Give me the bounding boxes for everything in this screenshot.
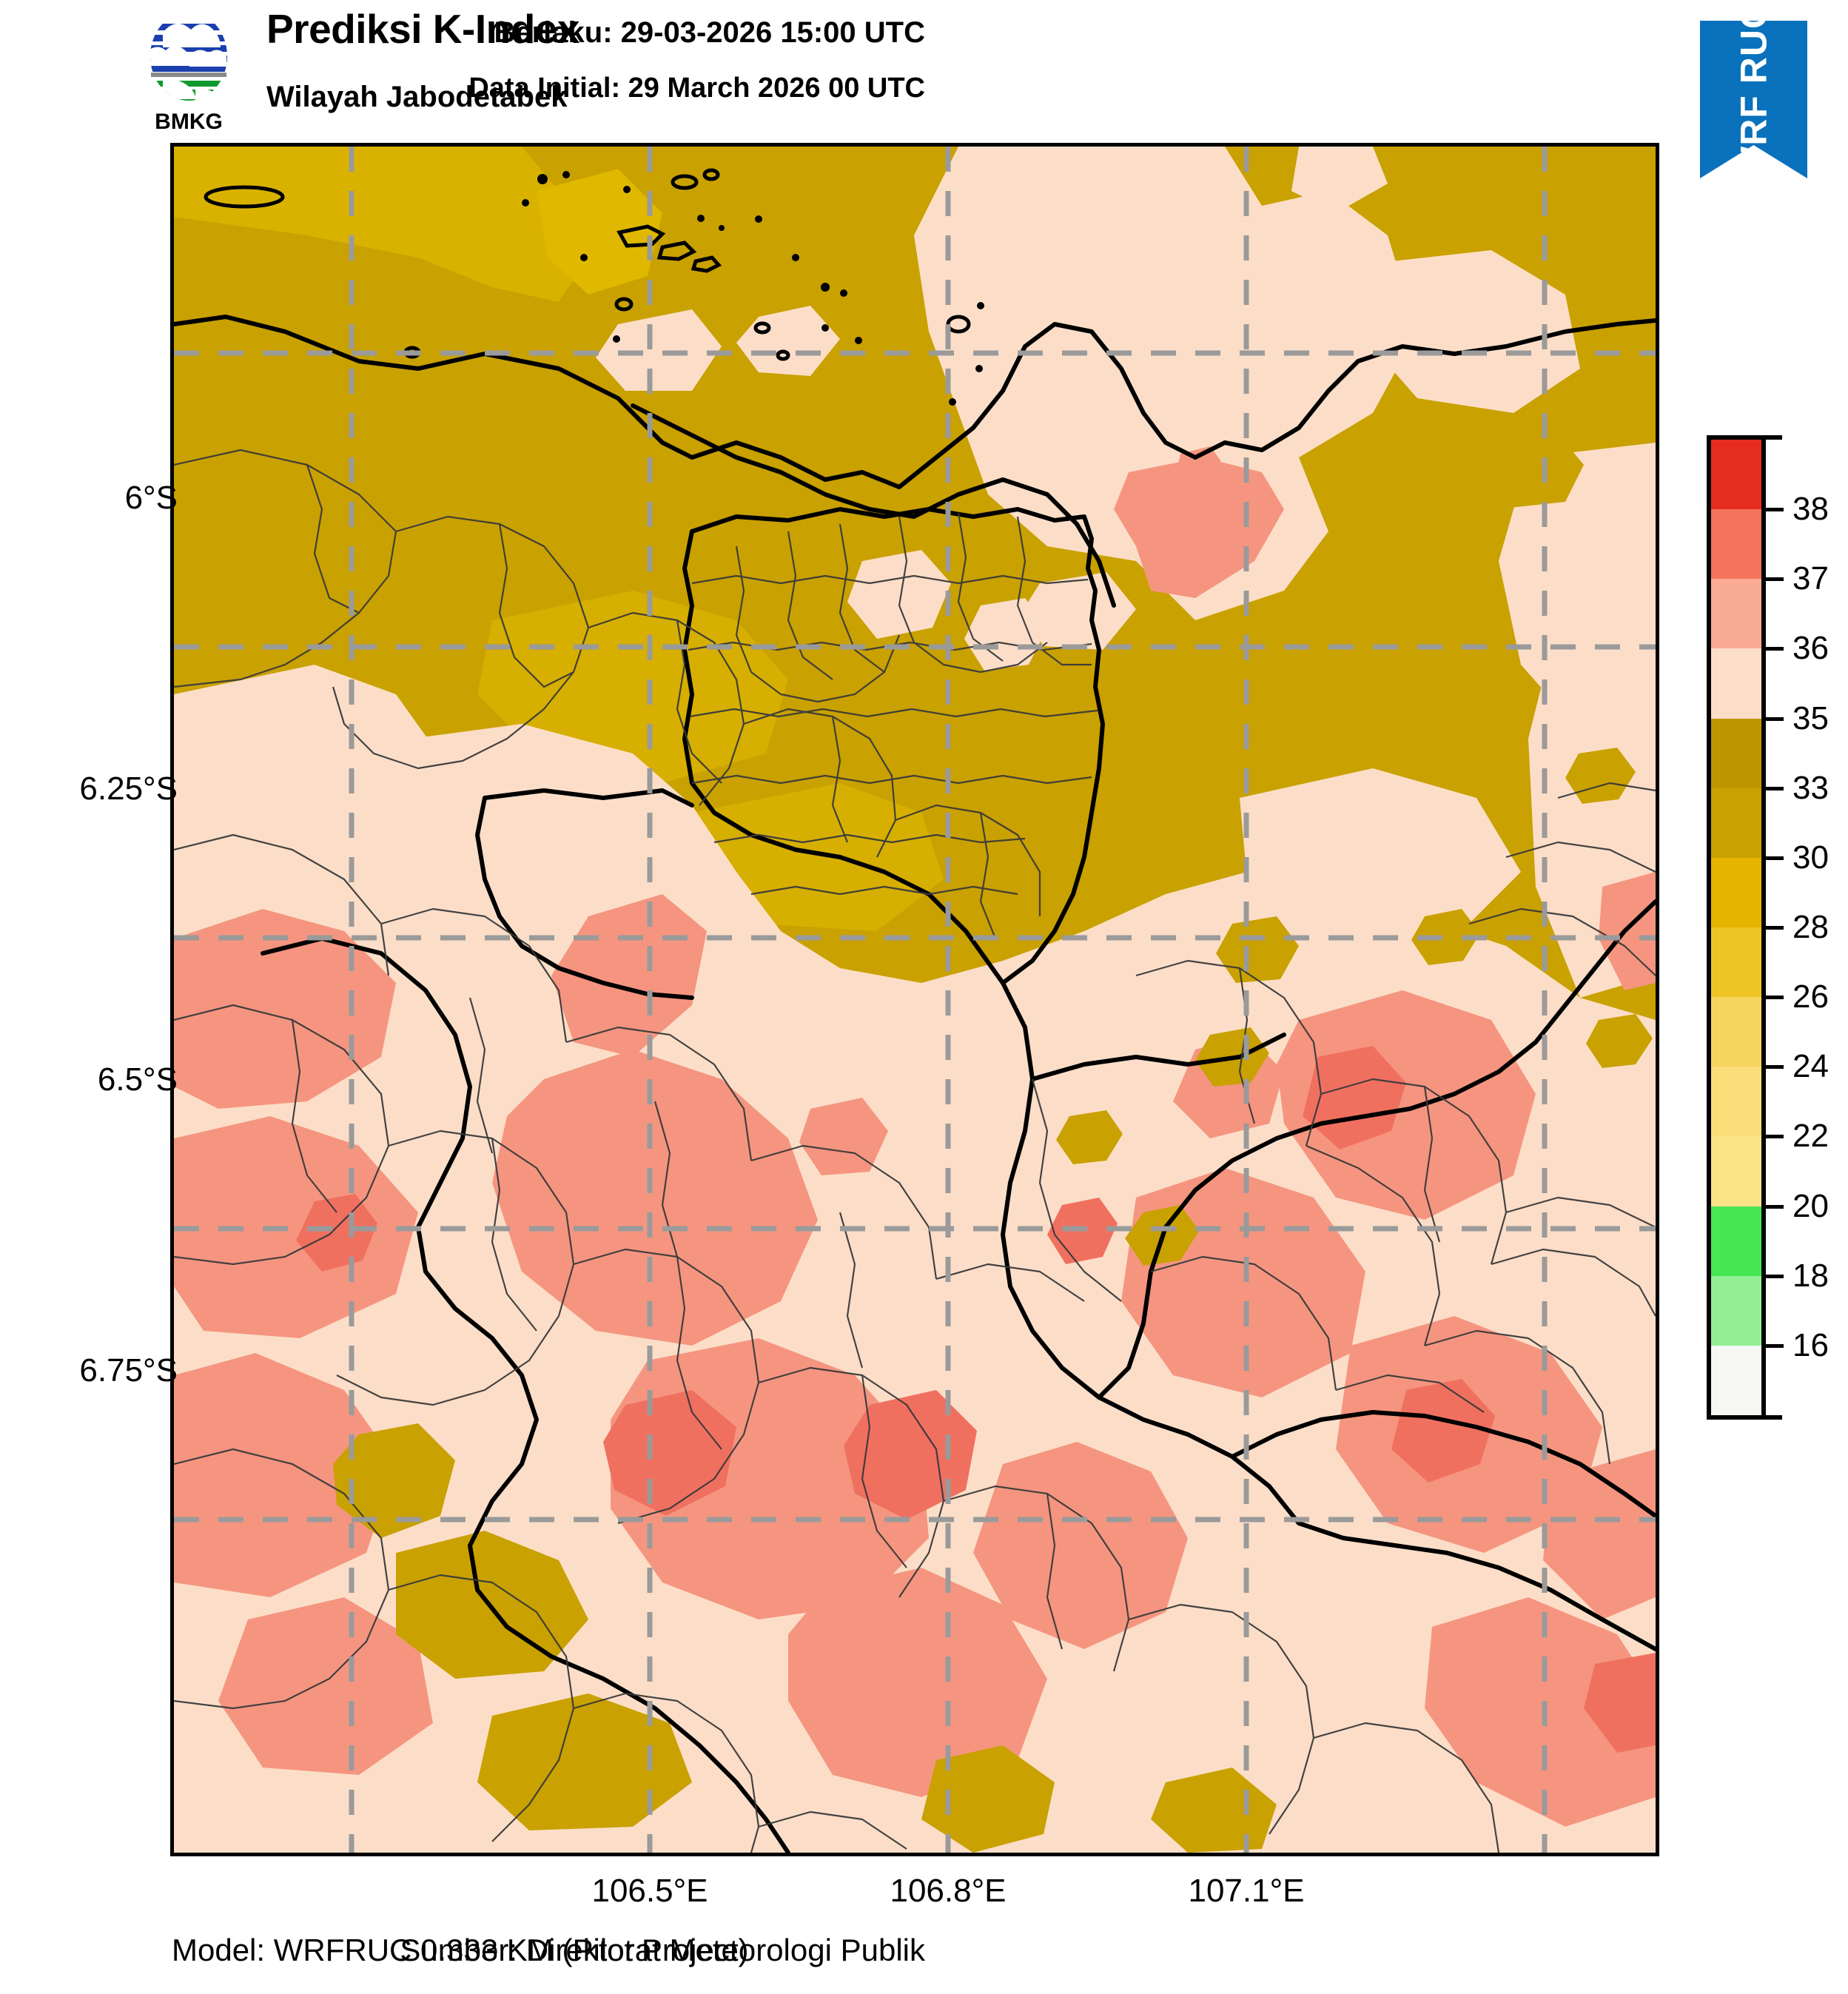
initial-time-label: Data Initial: 29 March 2026 00 UTC [468, 73, 925, 104]
ytick-label-6s: 6°S [124, 480, 178, 516]
colorbar-tick-label: 18 [1792, 1257, 1829, 1294]
colorbar-tick [1766, 716, 1784, 721]
footer-source-label: Sumber: Direktorat Meteorologi Publik [400, 1933, 925, 1967]
thousand-islands-outlines [204, 168, 971, 361]
colorbar-gradient [1707, 435, 1766, 1420]
model-ribbon: WRF RUC [1700, 1, 1807, 181]
colorbar-tick-label: 35 [1792, 699, 1829, 736]
colorbar-band [1711, 1345, 1761, 1415]
bmkg-logo-svg: BMKG [150, 12, 227, 132]
colorbar-tick-label: 36 [1792, 630, 1829, 667]
colorbar-tick-label: 37 [1792, 560, 1829, 597]
colorbar-tick [1766, 508, 1784, 512]
ytick-label-675s: 6.75°S [79, 1352, 178, 1389]
colorbar-tick [1766, 647, 1784, 651]
colorbar-end-cap [1761, 435, 1782, 440]
logo-wave-stripes [150, 78, 227, 101]
colorbar-band [1711, 997, 1761, 1067]
colorbar-tick [1766, 856, 1784, 860]
colorbar-tick [1766, 786, 1784, 790]
colorbar-tick [1766, 577, 1784, 582]
xtick-label-1068e: 106.8°E [890, 1873, 1007, 1909]
ytick-label-625s: 6.25°S [79, 771, 178, 807]
colorbar-tick [1766, 996, 1784, 1000]
model-ribbon-label: WRF RUC [1733, 1, 1775, 181]
colorbar-band [1711, 1206, 1761, 1276]
colorbar-band [1711, 648, 1761, 719]
gridlines [174, 147, 1656, 1853]
valid-time-label: Berlaku: 29-03-2026 15:00 UTC [494, 16, 925, 49]
title-block: Prediksi K-Index Wilayah Jabodetabek [266, 9, 579, 114]
colorbar-band [1711, 509, 1761, 580]
colorbar-tick-label: 16 [1792, 1326, 1829, 1363]
colorbar-tick-label: 24 [1792, 1048, 1829, 1085]
colorbar-band [1711, 927, 1761, 998]
map-frame [170, 143, 1659, 1856]
logo-wordmark: BMKG [155, 110, 223, 132]
colorbar-tick [1766, 1204, 1784, 1209]
logo-divider [151, 73, 226, 77]
page-subtitle: Wilayah Jabodetabek [266, 81, 568, 113]
colorbar-tick [1766, 1343, 1784, 1348]
colorbar-band [1711, 1275, 1761, 1346]
coastline-and-province-boundaries [174, 315, 1656, 1853]
bmkg-logo: BMKG [141, 10, 237, 132]
colorbar-tick-label: 38 [1792, 491, 1829, 528]
colorbar-tick-label: 33 [1792, 769, 1829, 806]
thousand-islands-dots [522, 171, 984, 406]
colorbar-band [1711, 857, 1761, 927]
xtick-label-1065e: 106.5°E [591, 1873, 708, 1909]
ribbon-shape [1700, 21, 1807, 178]
xtick-label-1071e: 107.1°E [1188, 1873, 1305, 1909]
colorbar-band [1711, 1067, 1761, 1137]
colorbar-band [1711, 718, 1761, 788]
colorbar-tick [1766, 1274, 1784, 1278]
colorbar-tick [1766, 1065, 1784, 1070]
header: BMKG Prediksi K-Index Wilayah Jabodetabe… [0, 0, 1848, 143]
colorbar-tick-label: 28 [1792, 909, 1829, 945]
subdistrict-boundaries [174, 449, 1656, 1853]
map-panel[interactable] [170, 143, 1659, 1856]
colorbar-tick [1766, 1135, 1784, 1139]
colorbar: 16 18 20 22 24 26 28 30 33 35 36 37 38 [1707, 435, 1829, 1420]
colorbar-tick-label: 26 [1792, 978, 1829, 1016]
colorbar-band [1711, 440, 1761, 510]
colorbar-tick-label: 22 [1792, 1118, 1829, 1155]
page-title: Prediksi K-Index [266, 6, 579, 52]
colorbar-tick-label: 30 [1792, 839, 1829, 876]
kindex-contour-map [174, 147, 1656, 1853]
colorbar-tick [1766, 926, 1784, 930]
colorbar-band [1711, 1136, 1761, 1206]
ytick-label-65s: 6.5°S [97, 1061, 178, 1098]
colorbar-band [1711, 579, 1761, 649]
footer-model-label: Model: WRFRUC 0.333 KM (Pilot Project) [172, 1933, 749, 1967]
colorbar-end-cap [1761, 1415, 1782, 1420]
colorbar-band [1711, 788, 1761, 858]
colorbar-tick-label: 20 [1792, 1187, 1829, 1224]
